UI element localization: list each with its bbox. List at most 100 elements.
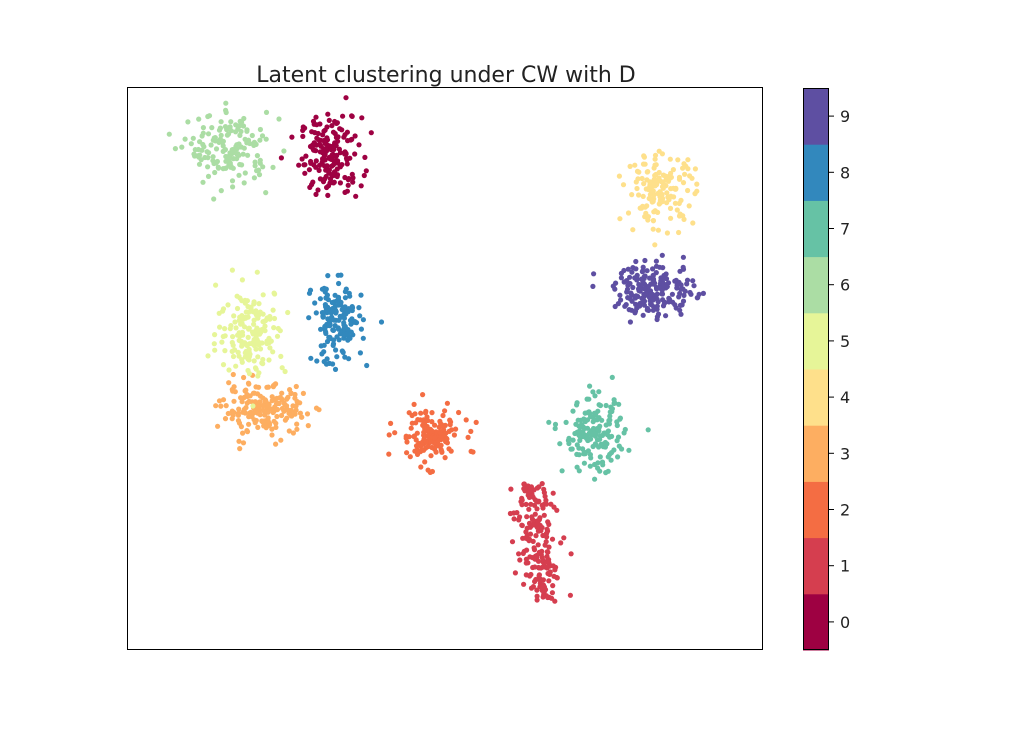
data-point-class-0 <box>322 127 328 133</box>
data-point-class-1 <box>523 529 529 535</box>
data-point-class-4 <box>650 226 656 232</box>
data-point-class-1 <box>547 569 553 575</box>
data-point-class-5 <box>256 328 262 334</box>
data-point-class-9 <box>646 283 652 289</box>
data-point-class-2 <box>418 464 424 470</box>
data-point-class-4 <box>645 217 651 223</box>
data-point-class-0 <box>363 168 369 174</box>
data-point-class-7 <box>597 468 603 474</box>
data-point-class-4 <box>685 157 691 163</box>
data-point-class-0 <box>342 149 348 155</box>
colorbar-segment-5 <box>803 312 829 370</box>
data-point-class-5 <box>266 357 272 363</box>
data-point-class-5 <box>233 325 239 331</box>
data-point-class-7 <box>609 374 615 380</box>
data-point-class-0 <box>349 113 355 119</box>
data-point-class-9 <box>638 276 645 282</box>
data-point-class-7 <box>614 419 620 425</box>
data-point-class-0 <box>309 145 315 151</box>
data-point-class-7 <box>608 457 614 463</box>
data-point-class-8 <box>334 354 340 360</box>
data-point-class-2 <box>425 444 431 450</box>
data-point-class-3 <box>299 414 305 420</box>
data-point-class-4 <box>674 207 680 213</box>
data-point-class-8 <box>332 292 338 298</box>
data-point-class-0 <box>352 151 358 157</box>
data-point-class-1 <box>519 522 525 528</box>
plot-area <box>127 87 763 650</box>
data-point-class-0 <box>345 182 351 188</box>
data-point-class-6 <box>281 148 287 154</box>
data-point-class-0 <box>289 134 295 140</box>
data-point-class-9 <box>650 281 657 287</box>
data-point-class-6 <box>205 131 212 137</box>
data-point-class-1 <box>529 516 536 523</box>
data-point-class-9 <box>680 264 686 270</box>
data-point-class-2 <box>419 447 425 453</box>
data-point-class-1 <box>531 545 537 551</box>
colorbar-tick-label: 9 <box>840 107 850 126</box>
data-point-class-3 <box>243 387 249 393</box>
data-point-class-6 <box>211 196 217 202</box>
data-point-class-5 <box>230 334 236 340</box>
data-point-class-1 <box>527 488 533 494</box>
data-point-class-7 <box>599 417 605 423</box>
data-point-class-0 <box>316 141 322 147</box>
data-point-class-7 <box>590 389 596 395</box>
data-point-class-7 <box>577 437 583 443</box>
data-point-class-6 <box>252 159 258 165</box>
data-point-class-7 <box>576 432 582 438</box>
data-point-class-6 <box>223 158 229 164</box>
data-point-class-1 <box>558 540 564 546</box>
data-point-class-6 <box>233 143 239 150</box>
data-point-class-9 <box>639 295 645 301</box>
data-point-class-7 <box>588 455 594 461</box>
data-point-class-5 <box>239 359 245 365</box>
data-point-class-3 <box>236 406 242 412</box>
data-point-class-3 <box>229 408 235 414</box>
data-point-class-1 <box>550 583 556 589</box>
data-point-class-6 <box>211 135 217 141</box>
data-point-class-7 <box>546 419 552 425</box>
data-point-class-7 <box>593 442 599 448</box>
data-point-class-5 <box>257 346 264 352</box>
data-point-class-9 <box>625 295 631 301</box>
data-point-class-7 <box>599 432 606 438</box>
data-point-class-7 <box>587 463 593 469</box>
data-point-class-1 <box>521 581 527 587</box>
data-point-class-4 <box>673 186 679 192</box>
data-point-class-3 <box>239 399 245 405</box>
data-point-class-9 <box>650 266 656 272</box>
data-point-class-1 <box>517 557 523 563</box>
data-point-class-0 <box>356 142 362 148</box>
colorbar-tick-label: 2 <box>840 501 850 520</box>
data-point-class-9 <box>662 299 668 305</box>
data-point-class-5 <box>253 346 259 352</box>
data-point-class-1 <box>523 501 529 507</box>
data-point-class-2 <box>429 428 435 434</box>
data-point-class-4 <box>651 180 657 186</box>
data-point-class-9 <box>648 291 654 297</box>
data-point-class-1 <box>523 560 529 566</box>
data-point-class-9 <box>660 265 666 271</box>
data-point-class-1 <box>530 538 536 545</box>
data-point-class-0 <box>368 130 374 136</box>
data-point-class-2 <box>428 453 434 459</box>
data-point-class-1 <box>542 587 549 593</box>
data-point-class-8 <box>357 350 363 356</box>
data-point-class-0 <box>329 123 335 129</box>
colorbar-tick-label: 0 <box>840 613 850 632</box>
data-point-class-4 <box>672 200 679 206</box>
data-point-class-3 <box>215 423 221 429</box>
data-point-class-8 <box>319 286 325 292</box>
data-point-class-7 <box>574 402 580 408</box>
data-point-class-1 <box>550 490 556 496</box>
data-point-class-6 <box>242 170 248 176</box>
data-point-class-1 <box>535 542 541 548</box>
data-point-class-3 <box>279 412 285 419</box>
data-point-class-4 <box>682 171 688 177</box>
data-point-class-0 <box>325 111 331 117</box>
data-point-class-0 <box>300 133 306 139</box>
data-point-class-4 <box>630 227 636 233</box>
colorbar-segment-4 <box>803 369 829 426</box>
